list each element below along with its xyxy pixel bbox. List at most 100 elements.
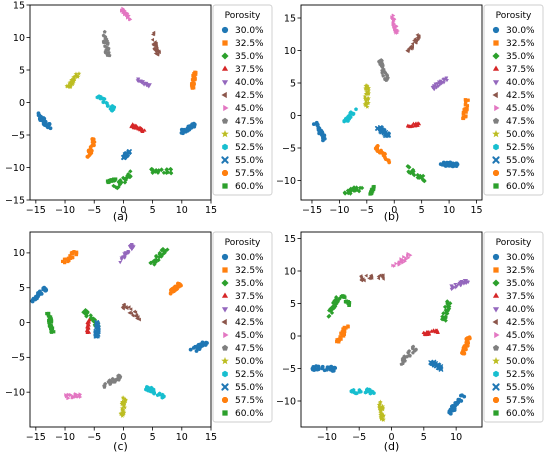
legend-marker (222, 183, 228, 189)
data-point (458, 280, 463, 285)
legend-label: 35.0% (506, 52, 535, 62)
legend-label: 52.5% (506, 370, 535, 380)
data-point (104, 47, 109, 52)
data-point (150, 37, 155, 42)
legend-marker (221, 307, 229, 313)
legend-marker (492, 156, 500, 164)
data-point (146, 385, 150, 390)
data-point (119, 258, 124, 262)
data-point (380, 64, 385, 68)
data-point (36, 293, 40, 297)
data-point (70, 81, 75, 86)
data-point (383, 152, 387, 156)
data-point (128, 169, 133, 174)
data-point (421, 178, 426, 183)
data-point (156, 257, 161, 263)
data-point (465, 104, 470, 108)
data-point (364, 273, 368, 278)
data-point (466, 339, 470, 344)
data-point (103, 50, 108, 54)
data-point (406, 350, 411, 355)
legend-marker (223, 104, 229, 112)
data-point (364, 83, 370, 88)
legend-marker (221, 356, 229, 365)
data-point (92, 140, 97, 144)
data-point (399, 257, 403, 261)
data-point (49, 330, 54, 334)
data-point (132, 125, 136, 129)
data-point (78, 395, 83, 399)
data-point (433, 82, 438, 86)
data-point (87, 323, 91, 327)
data-point (385, 73, 389, 78)
data-point (381, 129, 386, 135)
data-point (46, 312, 50, 317)
data-point (87, 330, 92, 334)
data-point (192, 86, 196, 90)
data-point (383, 77, 388, 81)
panel-2: −15 −10 −5 0 5 10 15 −10 −5 0 5 10 (c) Porosity 30.0% 3… (5, 231, 273, 453)
data-point (337, 340, 341, 344)
data-point (379, 406, 385, 411)
data-point (438, 367, 444, 372)
data-point (131, 313, 135, 318)
data-point (120, 412, 126, 417)
data-point (121, 302, 126, 307)
data-point (405, 123, 410, 127)
data-point (111, 178, 115, 182)
data-point (37, 289, 42, 294)
data-point (353, 391, 357, 395)
data-point (443, 314, 448, 319)
data-point (75, 74, 81, 79)
data-point (410, 123, 414, 127)
data-point (440, 80, 445, 85)
data-point (446, 161, 451, 165)
data-point (152, 43, 156, 48)
data-point (422, 332, 427, 336)
x-tick-label: 10 (176, 205, 188, 216)
data-point (111, 379, 116, 384)
data-point (95, 332, 101, 337)
data-point (65, 257, 69, 261)
legend-marker (221, 318, 227, 326)
data-point (406, 251, 411, 256)
data-point (443, 318, 448, 323)
data-point (151, 32, 156, 37)
data-point (380, 68, 385, 73)
data-point (465, 342, 470, 347)
legend-marker (492, 26, 500, 34)
data-point (448, 301, 453, 306)
data-point (119, 405, 125, 411)
data-point (75, 394, 80, 399)
data-point (101, 33, 106, 38)
x-tick-label: 0 (388, 432, 394, 443)
legend-label: 57.5% (506, 396, 535, 406)
x-tick-label: 15 (205, 432, 217, 443)
legend-title: Porosity (496, 238, 532, 248)
data-point (75, 250, 79, 254)
data-point (190, 122, 195, 127)
legend-label: 55.0% (506, 383, 535, 393)
legend-marker (492, 253, 500, 261)
data-point (137, 79, 142, 83)
legend-label: 55.0% (235, 156, 264, 166)
data-point (35, 296, 39, 301)
legend-label: 35.0% (506, 279, 535, 289)
data-point (127, 244, 132, 249)
data-point (380, 70, 385, 75)
x-tick-label: 0 (120, 432, 126, 443)
data-point (339, 295, 344, 299)
plot-frame (300, 4, 483, 201)
data-point (164, 167, 170, 172)
legend-title: Porosity (225, 238, 261, 248)
legend-marker (221, 65, 229, 71)
legend-label: 42.5% (506, 318, 535, 328)
data-point (337, 338, 341, 342)
legend-marker (222, 40, 228, 46)
x-tick-label: 0 (391, 205, 397, 216)
legend-label: 50.0% (506, 130, 535, 140)
data-point (344, 300, 348, 304)
legend-label: 47.5% (506, 117, 535, 127)
data-point (72, 250, 76, 254)
legend-marker (494, 104, 500, 112)
